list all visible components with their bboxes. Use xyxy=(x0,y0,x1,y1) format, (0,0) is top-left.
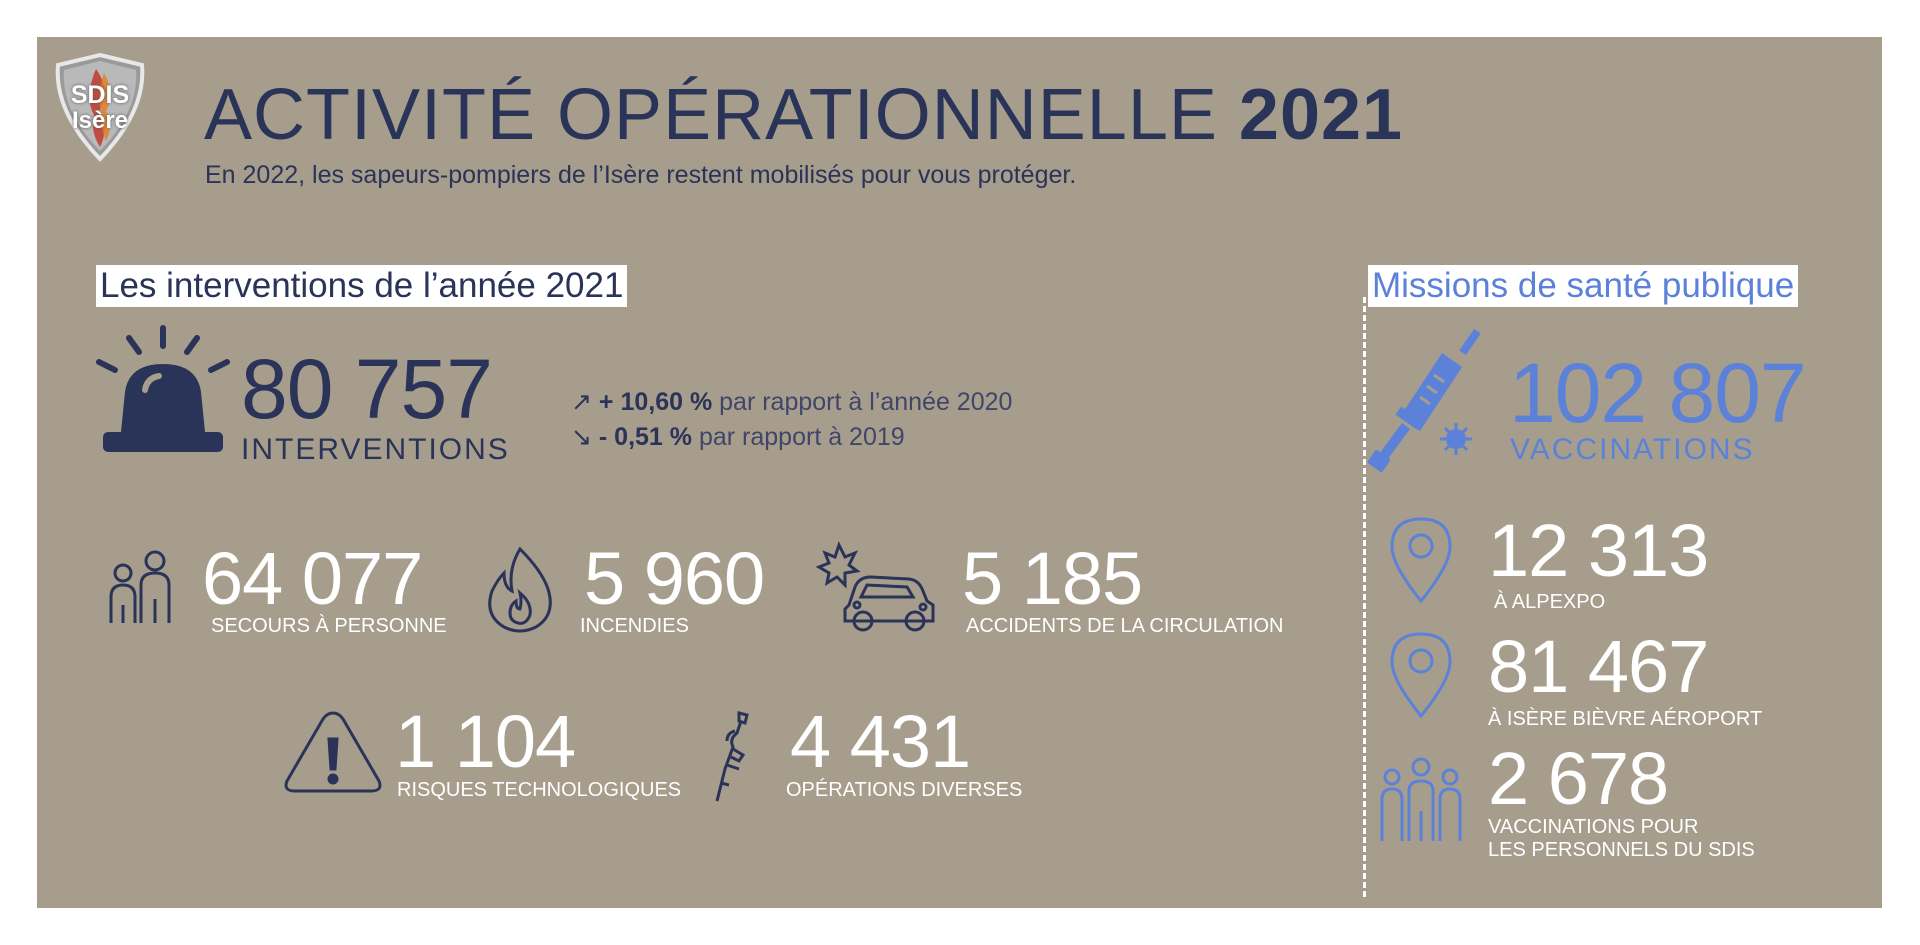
title-main: ACTIVITÉ OPÉRATIONNELLE xyxy=(204,75,1218,155)
syringe-icon xyxy=(1367,327,1486,477)
stat-label-risques: RISQUES TECHNOLOGIQUES xyxy=(397,779,682,801)
stat-value-operations: 4 431 xyxy=(790,700,971,783)
section-divider xyxy=(1363,297,1366,897)
stat-label-alpexpo: À ALPEXPO xyxy=(1494,591,1606,613)
sante-total-value: 102 807 xyxy=(1509,346,1807,440)
stat-value-secours: 64 077 xyxy=(202,537,423,620)
page-title: ACTIVITÉ OPÉRATIONNELLE 2021 xyxy=(204,79,1403,151)
sdis-logo: SDIS Isère xyxy=(50,51,150,163)
stat-value-alpexpo: 12 313 xyxy=(1488,509,1709,592)
interventions-total-label: INTERVENTIONS xyxy=(241,433,510,466)
people-icon xyxy=(105,549,175,629)
flame-icon xyxy=(482,545,558,635)
title-year: 2021 xyxy=(1238,75,1404,155)
stat-label-operations: OPÉRATIONS DIVERSES xyxy=(786,779,1023,801)
page-subtitle: En 2022, les sapeurs-pompiers de l’Isère… xyxy=(205,161,1077,189)
trend-up-text: par rapport à l’année 2020 xyxy=(719,388,1013,416)
stat-label-aeroport: À ISÈRE BIÈVRE AÉROPORT xyxy=(1488,708,1763,730)
trend-down-text: par rapport à 2019 xyxy=(698,423,905,451)
logo-text-bottom: Isère xyxy=(71,107,129,134)
stat-label-accidents: ACCIDENTS DE LA CIRCULATION xyxy=(966,615,1284,637)
stat-label-incendies: INCENDIES xyxy=(580,615,689,637)
trend-down: ↘ - 0,51 % par rapport à 2019 xyxy=(571,422,905,452)
stat-label-personnels-line1: VACCINATIONS POUR xyxy=(1488,816,1699,838)
stat-value-personnels: 2 678 xyxy=(1488,737,1669,820)
tool-icon xyxy=(709,709,759,805)
interventions-total-value: 80 757 xyxy=(241,342,493,436)
stat-value-incendies: 5 960 xyxy=(584,537,765,620)
location-pin-icon xyxy=(1388,515,1454,605)
trend-up: ↗ + 10,60 % par rapport à l’année 2020 xyxy=(571,387,1012,417)
sante-heading: Missions de santé publique xyxy=(1368,265,1799,307)
infographic-panel: SDIS Isère ACTIVITÉ OPÉRATIONNELLE 2021 … xyxy=(37,37,1882,908)
stat-value-accidents: 5 185 xyxy=(962,537,1143,620)
location-pin-icon xyxy=(1388,630,1454,720)
trend-down-value: - 0,51 % xyxy=(598,423,693,451)
stat-value-aeroport: 81 467 xyxy=(1488,625,1709,708)
trend-up-value: + 10,60 % xyxy=(598,388,713,416)
warning-icon xyxy=(283,707,383,795)
stat-label-secours: SECOURS À PERSONNE xyxy=(211,615,447,637)
trend-down-arrow-icon: ↘ xyxy=(571,423,592,451)
group-icon xyxy=(1378,755,1464,845)
sante-total-label: VACCINATIONS xyxy=(1510,433,1755,466)
trend-up-arrow-icon: ↗ xyxy=(571,388,592,416)
logo-text-top: SDIS xyxy=(70,81,130,109)
stat-value-risques: 1 104 xyxy=(395,700,576,783)
interventions-heading: Les interventions de l’année 2021 xyxy=(96,265,628,307)
stat-label-personnels-line2: LES PERSONNELS DU SDIS xyxy=(1488,839,1755,861)
car-crash-icon xyxy=(815,539,939,635)
beacon-icon xyxy=(93,320,233,456)
